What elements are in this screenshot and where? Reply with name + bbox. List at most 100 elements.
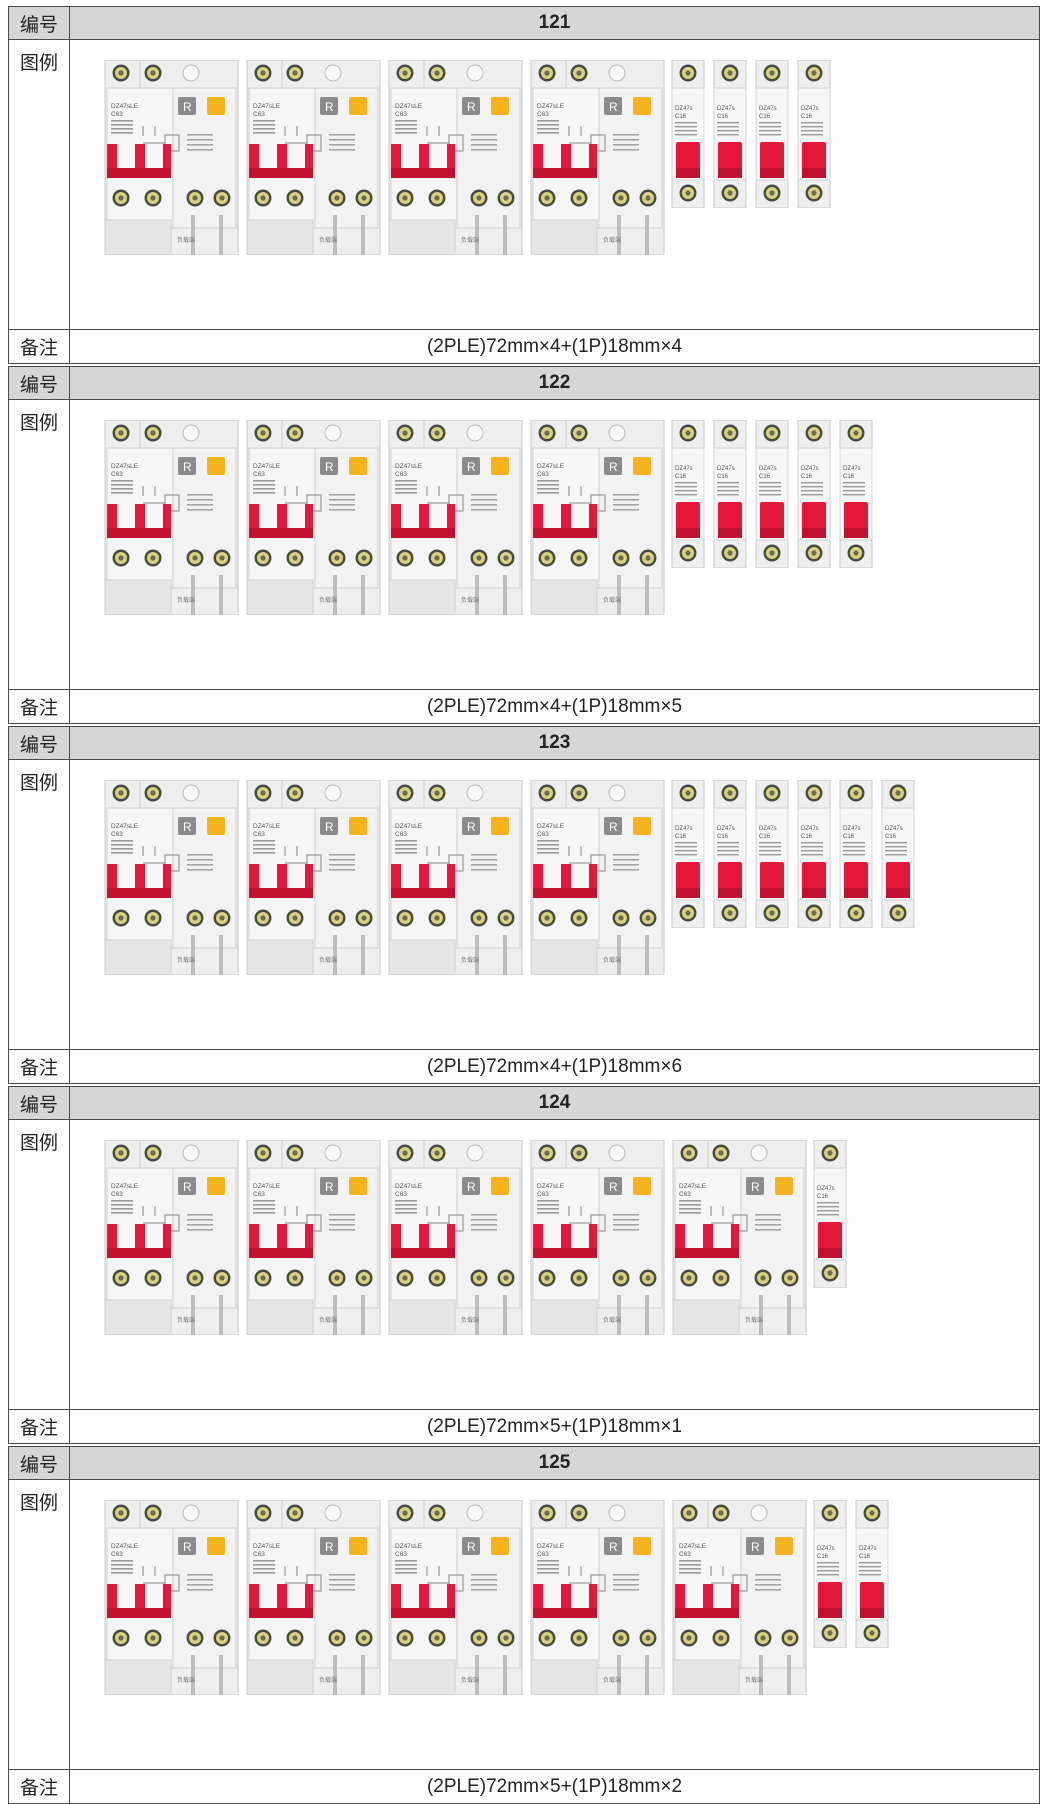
breaker-model: DZ47sLE [679,1543,707,1550]
screw-icon [679,64,697,82]
figure-label: 图例 [9,400,70,689]
note-label: 备注 [9,1770,70,1803]
screw-icon [186,1269,204,1287]
mcb-breaker-svg: DZ47s C16 [855,1500,889,1648]
screw-icon [570,1269,588,1287]
screw-icon [639,1629,657,1647]
breaker-series: C63 [537,831,549,838]
screw-icon [497,1629,515,1647]
load-side-text: 负载端 [603,956,621,964]
indicator-icon [750,1504,768,1522]
screw-icon [538,64,556,82]
breaker-model: DZ47sLE [537,1543,565,1550]
indicator-icon [466,64,484,82]
reset-button-icon [604,1537,622,1555]
breaker-series: C63 [111,831,123,838]
test-button-icon [633,1537,651,1555]
screw-icon [112,909,130,927]
screw-icon [144,189,162,207]
breaker-series: C63 [253,831,265,838]
screw-icon [721,784,739,802]
screw-icon [286,1269,304,1287]
reset-button-icon [462,457,480,475]
breaker-rating: C16 [717,114,729,120]
screw-icon [286,909,304,927]
test-button-icon [207,1177,225,1195]
screw-icon [286,784,304,802]
screw-icon [428,1629,446,1647]
rcbo-2ple-breaker: R DZ47sLE C63 负载端 [529,420,666,615]
mcb-breaker-svg: DZ47s C16 [755,780,789,928]
figure-area: R DZ47sLE C63 负载端 R DZ47sLE C63 负载端 R DZ47sLE C63 负… [70,1120,1039,1409]
mcb-breaker-svg: DZ47s C16 [671,60,705,208]
screw-icon [470,909,488,927]
screw-icon [712,1144,730,1162]
screw-icon [497,1269,515,1287]
breaker-model: DZ47sLE [537,1183,565,1190]
screw-icon [680,1629,698,1647]
screw-icon [254,549,272,567]
rcbo-2ple-breaker: R DZ47sLE C63 负载端 [671,1500,808,1695]
reset-letter: R [325,1540,334,1554]
rcbo-2ple-breaker: R DZ47sLE C63 负载端 [245,420,382,615]
rcbo-2ple-breaker: R DZ47sLE C63 负载端 [103,780,240,975]
screw-icon [639,909,657,927]
screw-icon [679,544,697,562]
screw-icon [805,904,823,922]
breaker-model: DZ47sLE [111,103,139,110]
indicator-icon [608,424,626,442]
combination-block: 编号 122 图例 R DZ47sLE C63 负载端 R DZ47sLE C63 负载端 R D… [8,366,1040,724]
test-button-icon [349,817,367,835]
rcbo-2ple-breaker: R DZ47sLE C63 负载端 [529,60,666,255]
screw-icon [612,549,630,567]
screw-icon [428,549,446,567]
screw-icon [355,189,373,207]
screw-icon [213,189,231,207]
mcb-1p-breaker: DZ47s C16 [755,420,789,568]
figure-row: 图例 R DZ47sLE C63 负载端 R DZ47sLE C63 负载端 R DZ47sLE C… [9,760,1039,1050]
figure-label: 图例 [9,40,70,329]
screw-icon [428,64,446,82]
screw-icon [538,189,556,207]
rcbo-2ple-breaker: R DZ47sLE C63 负载端 [387,1140,524,1335]
screw-icon [112,1144,130,1162]
load-side-text: 负载端 [177,1676,195,1684]
load-side-text: 负载端 [461,1676,479,1684]
reset-letter: R [609,1540,618,1554]
test-button-icon [349,457,367,475]
load-side-text: 负载端 [177,956,195,964]
breaker-model: DZ47sLE [537,463,565,470]
figure-area: R DZ47sLE C63 负载端 R DZ47sLE C63 负载端 R DZ47sLE C63 负… [70,400,1039,689]
screw-icon [144,1269,162,1287]
breaker-model: DZ47sLE [253,823,281,830]
reset-button-icon [320,1177,338,1195]
screw-icon [805,184,823,202]
id-row: 编号 122 [9,367,1039,400]
indicator-icon [466,784,484,802]
screw-icon [355,1629,373,1647]
screw-icon [570,1629,588,1647]
breaker-series: C63 [111,1551,123,1558]
screw-icon [679,784,697,802]
screw-icon [286,1629,304,1647]
test-button-icon [491,1537,509,1555]
breaker-rating: C16 [843,834,855,840]
breaker-series: C63 [253,471,265,478]
screw-icon [763,904,781,922]
breaker-series: C63 [537,471,549,478]
screw-icon [428,1504,446,1522]
screw-icon [863,1624,881,1642]
mcb-1p-breaker: DZ47s C16 [839,420,873,568]
mcb-breaker-svg: DZ47s C16 [813,1500,847,1648]
screw-icon [889,784,907,802]
screw-icon [763,544,781,562]
indicator-icon [608,784,626,802]
